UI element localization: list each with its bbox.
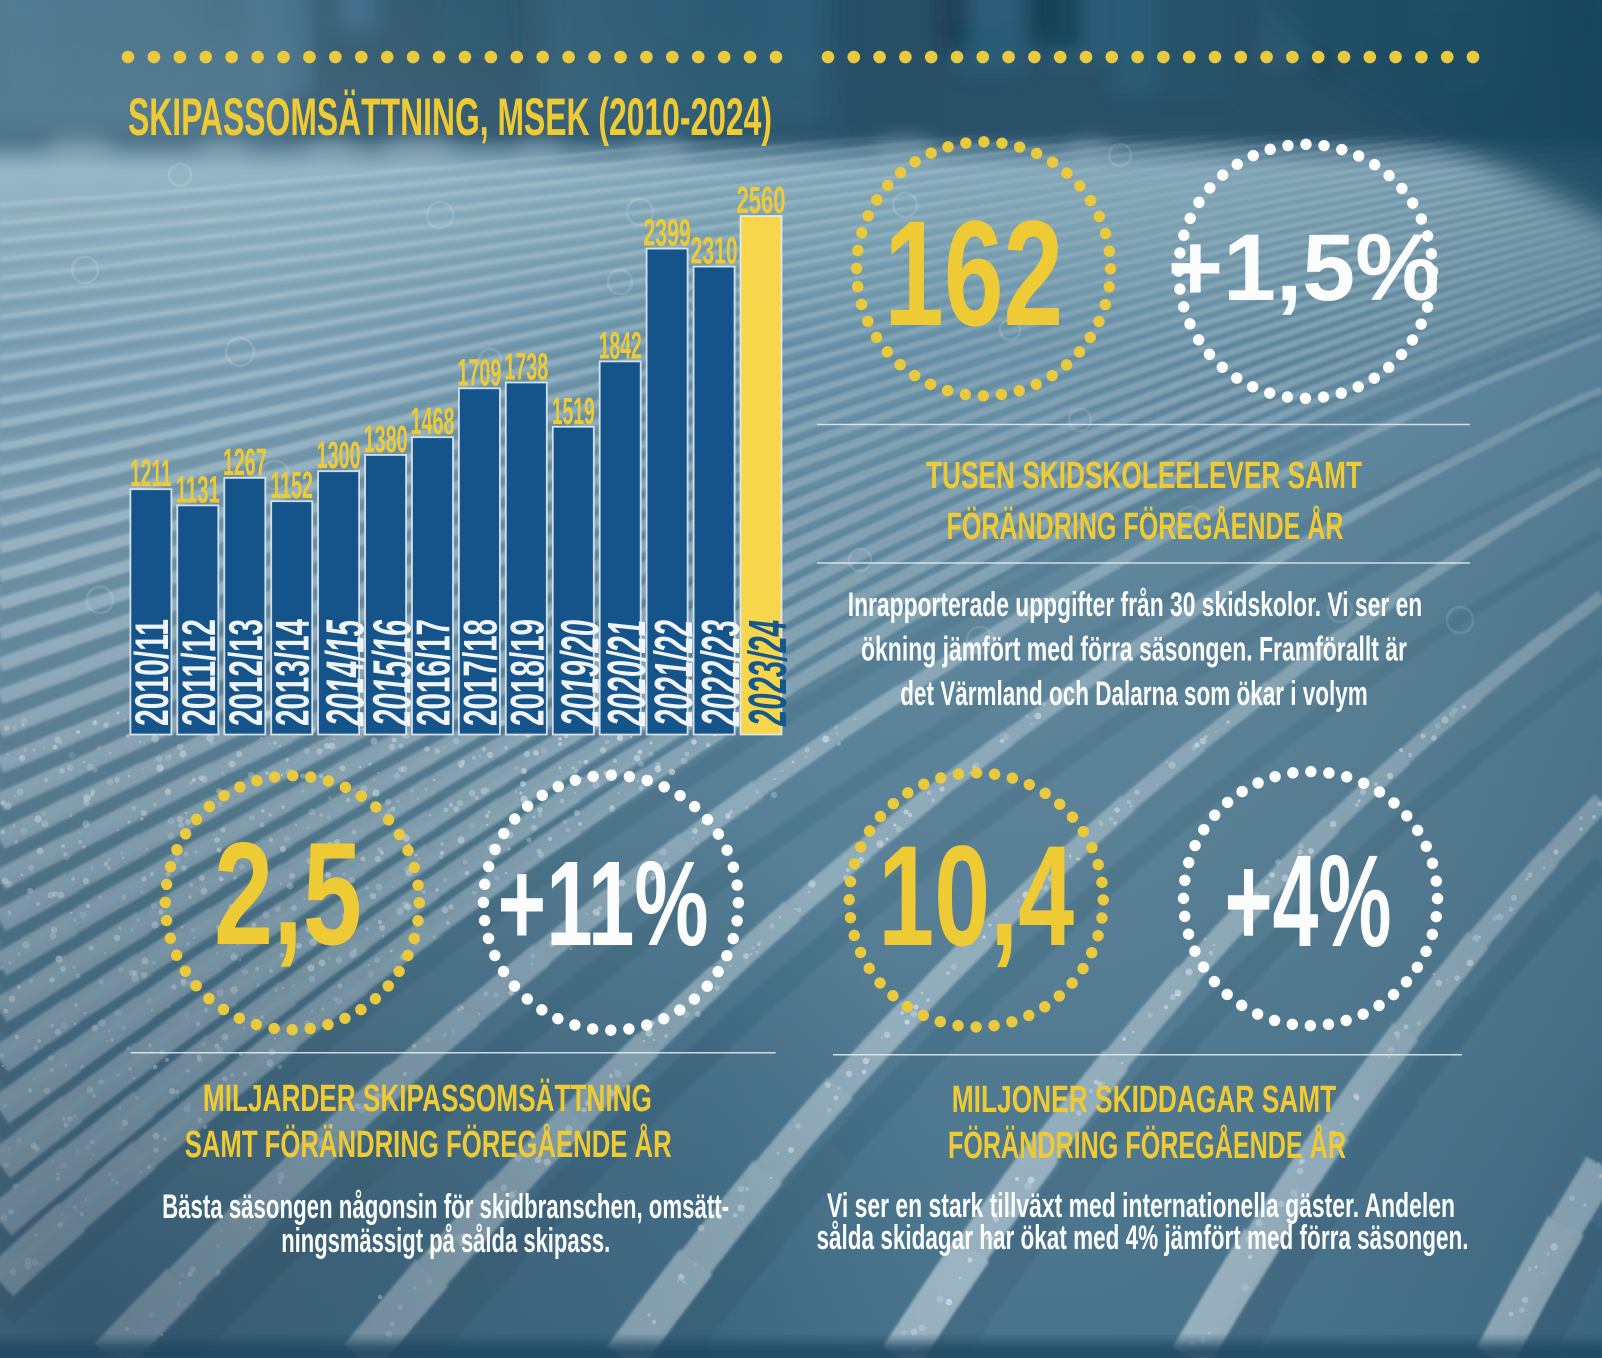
svg-text:2012/13: 2012/13 [219, 619, 272, 726]
svg-text:ningsmässigt på sålda skipass.: ningsmässigt på sålda skipass. [281, 1222, 610, 1260]
svg-text:162: 162 [884, 189, 1063, 357]
svg-text:2023/24: 2023/24 [738, 620, 798, 727]
svg-text:1738: 1738 [504, 347, 548, 389]
svg-text:2310: 2310 [691, 231, 738, 273]
svg-text:1152: 1152 [271, 465, 313, 507]
svg-text:1211: 1211 [130, 453, 172, 495]
svg-text:2013/14: 2013/14 [266, 619, 319, 726]
svg-text:Vi ser en stark tillväxt med i: Vi ser en stark tillväxt med internation… [827, 1187, 1455, 1225]
svg-text:2017/18: 2017/18 [453, 619, 506, 726]
svg-text:10,4: 10,4 [878, 817, 1074, 976]
svg-text:FÖRÄNDRING FÖREGÅENDE ÅR: FÖRÄNDRING FÖREGÅENDE ÅR [948, 1123, 1346, 1167]
svg-text:+1,5%: +1,5% [1168, 215, 1440, 321]
svg-text:2016/17: 2016/17 [407, 619, 460, 726]
svg-text:1267: 1267 [223, 442, 267, 484]
svg-text:2399: 2399 [643, 213, 691, 255]
svg-text:2010/11: 2010/11 [125, 619, 178, 726]
svg-text:SKIPASSOMSÄTTNING, MSEK (2010-: SKIPASSOMSÄTTNING, MSEK (2010-2024) [128, 88, 772, 147]
svg-text:FÖRÄNDRING FÖREGÅENDE ÅR: FÖRÄNDRING FÖREGÅENDE ÅR [947, 504, 1344, 548]
svg-text:2560: 2560 [737, 180, 786, 222]
svg-text:SAMT FÖRÄNDRING FÖREGÅENDE ÅR: SAMT FÖRÄNDRING FÖREGÅENDE ÅR [185, 1122, 672, 1166]
svg-text:det Värmland och Dalarna som ö: det Värmland och Dalarna som ökar i voly… [900, 675, 1368, 713]
svg-text:1300: 1300 [317, 435, 361, 477]
svg-text:2,5: 2,5 [214, 812, 362, 975]
svg-text:1380: 1380 [364, 419, 408, 461]
svg-text:1842: 1842 [599, 325, 642, 367]
svg-text:+11%: +11% [498, 835, 709, 971]
svg-text:2011/12: 2011/12 [172, 619, 225, 726]
svg-text:ökning jämfört med förra säso: ökning jämfört med förra säsongen. Framf… [861, 631, 1407, 669]
svg-text:MILJONER SKIDDAGAR SAMT: MILJONER SKIDDAGAR SAMT [952, 1079, 1337, 1121]
svg-text:MILJARDER SKIPASSOMSÄTTNING: MILJARDER SKIPASSOMSÄTTNING [203, 1077, 652, 1120]
svg-text:1468: 1468 [411, 401, 455, 443]
svg-text:Bästa säsongen någonsin för sk: Bästa säsongen någonsin för skidbransche… [162, 1188, 729, 1226]
svg-text:TUSEN SKIDSKOLEELEVER SAMT: TUSEN SKIDSKOLEELEVER SAMT [926, 455, 1362, 497]
svg-text:1131: 1131 [176, 469, 220, 511]
svg-text:1709: 1709 [457, 352, 501, 394]
svg-text:Inrapporterade uppgifter från: Inrapporterade uppgifter från 30 skidsko… [848, 586, 1423, 624]
svg-text:2018/19: 2018/19 [500, 619, 553, 726]
svg-text:1519: 1519 [552, 391, 595, 433]
svg-text:+4%: +4% [1225, 827, 1392, 974]
svg-text:sålda skidagar har ökat med 4%: sålda skidagar har ökat med 4% jämfört m… [817, 1219, 1469, 1257]
